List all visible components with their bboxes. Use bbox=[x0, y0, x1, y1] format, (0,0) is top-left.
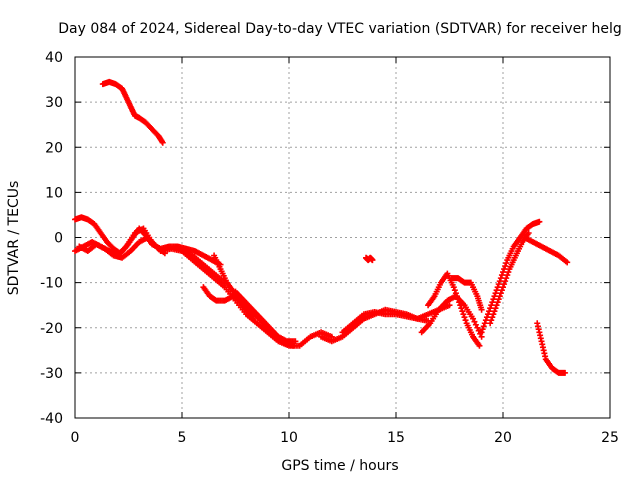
data-point bbox=[249, 315, 256, 322]
data-point bbox=[482, 317, 489, 324]
data-point bbox=[562, 369, 569, 376]
data-point bbox=[481, 320, 488, 327]
data-point bbox=[483, 314, 490, 321]
y-tick-label: -10 bbox=[40, 276, 63, 292]
data-point bbox=[479, 326, 486, 333]
data-point bbox=[501, 266, 508, 273]
y-tick-label: 20 bbox=[45, 140, 63, 156]
data-point bbox=[500, 269, 506, 276]
series-arc-g bbox=[211, 252, 256, 322]
series-arc-d bbox=[179, 248, 335, 349]
data-point bbox=[498, 272, 505, 279]
data-point bbox=[485, 311, 492, 318]
data-point bbox=[451, 287, 458, 294]
chart-title: Day 084 of 2024, Sidereal Day-to-day VTE… bbox=[58, 21, 621, 37]
data-point bbox=[460, 311, 467, 318]
data-point bbox=[496, 293, 503, 300]
series-arc-l bbox=[448, 275, 485, 313]
series-arc-k bbox=[418, 293, 485, 340]
data-point bbox=[502, 278, 509, 285]
data-point bbox=[503, 260, 510, 267]
y-tick-label: 40 bbox=[45, 50, 63, 66]
series-arc-o bbox=[521, 234, 571, 266]
y-tick-label: 10 bbox=[45, 185, 63, 201]
data-point bbox=[459, 308, 466, 315]
x-axis-label: GPS time / hours bbox=[281, 458, 398, 474]
data-point bbox=[450, 284, 457, 291]
data-point bbox=[502, 263, 509, 270]
y-tick-label: 0 bbox=[54, 231, 63, 247]
series-arc-p bbox=[534, 320, 569, 376]
data-point bbox=[472, 321, 479, 328]
data-point bbox=[474, 324, 481, 331]
x-tick-label: 0 bbox=[71, 430, 80, 446]
data-point bbox=[478, 306, 485, 313]
data-point bbox=[462, 317, 469, 324]
x-tick-label: 15 bbox=[387, 430, 405, 446]
data-point bbox=[490, 311, 497, 318]
data-point bbox=[492, 290, 499, 297]
x-tick-label: 10 bbox=[280, 430, 298, 446]
y-tick-label: -20 bbox=[40, 321, 63, 337]
data-point bbox=[536, 218, 543, 225]
data-point bbox=[476, 342, 483, 349]
data-point bbox=[486, 308, 493, 315]
data-point bbox=[494, 299, 501, 306]
data-point bbox=[489, 314, 496, 321]
data-point bbox=[495, 296, 502, 303]
data-point bbox=[159, 139, 166, 146]
data-point bbox=[487, 305, 494, 312]
data-point bbox=[493, 302, 500, 309]
data-point bbox=[292, 338, 299, 345]
series-arc-m bbox=[478, 218, 543, 336]
x-tick-label: 5 bbox=[178, 430, 187, 446]
data-point bbox=[500, 284, 506, 291]
data-point bbox=[498, 287, 505, 294]
data-point bbox=[495, 281, 502, 288]
series-arc-early-high bbox=[99, 78, 166, 146]
data-point bbox=[525, 229, 532, 236]
y-tick-label: -40 bbox=[40, 411, 63, 427]
data-point bbox=[497, 290, 504, 297]
series-arc-n bbox=[487, 229, 532, 327]
data-point bbox=[487, 320, 494, 327]
x-tick-label: 25 bbox=[601, 430, 619, 446]
data-point bbox=[504, 272, 511, 279]
x-tick-label: 20 bbox=[494, 430, 512, 446]
data-point bbox=[491, 293, 498, 300]
y-tick-label: 30 bbox=[45, 95, 63, 111]
data-point bbox=[488, 302, 495, 309]
series-blip-14h bbox=[363, 254, 376, 264]
data-point bbox=[505, 269, 512, 276]
series-arc-f bbox=[232, 288, 299, 345]
grid bbox=[75, 57, 610, 418]
series-arc-c bbox=[76, 234, 168, 261]
data-point bbox=[480, 323, 487, 330]
data-point bbox=[494, 284, 501, 291]
y-tick-label: -30 bbox=[40, 366, 63, 382]
data-point bbox=[161, 250, 168, 257]
series-arc-i bbox=[339, 308, 432, 336]
data-point bbox=[496, 278, 503, 285]
data-point bbox=[492, 305, 499, 312]
data-point bbox=[490, 296, 497, 303]
data-point bbox=[461, 314, 468, 321]
data-point bbox=[489, 299, 496, 306]
data-point bbox=[493, 287, 500, 294]
data-point bbox=[446, 302, 453, 309]
data-point bbox=[488, 317, 495, 324]
data-point bbox=[470, 315, 477, 322]
data-point bbox=[478, 329, 485, 336]
data-point bbox=[564, 259, 571, 266]
data-point bbox=[501, 281, 508, 288]
y-axis-label: SDTVAR / TECUs bbox=[6, 181, 22, 296]
data-point bbox=[471, 318, 478, 325]
data-point bbox=[369, 257, 376, 264]
data-point bbox=[497, 275, 504, 282]
data-points bbox=[72, 78, 571, 376]
axis-ticks: 0 5 10 15 20 25 -40 -30 -20 -10 0 10 20 30 40 bbox=[40, 50, 619, 446]
data-point bbox=[503, 275, 510, 282]
data-point bbox=[491, 308, 498, 315]
